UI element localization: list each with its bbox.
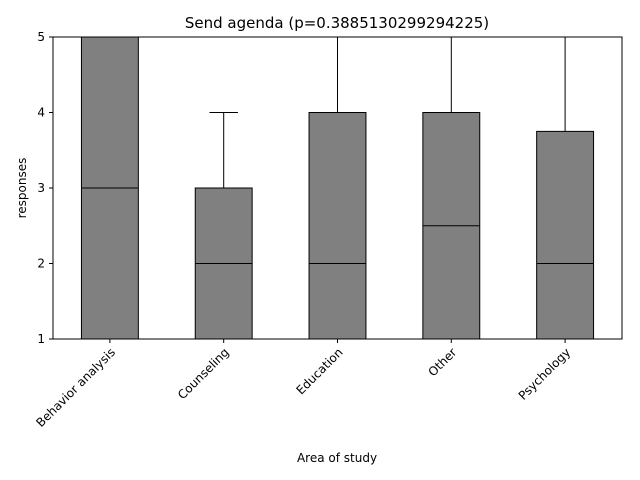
- y-tick-label: 1: [37, 332, 45, 346]
- box-education: [308, 112, 367, 340]
- y-tick-label: 4: [37, 106, 45, 120]
- y-tick-label: 5: [37, 30, 45, 44]
- x-tick-label: Psychology: [516, 345, 574, 403]
- plot-area: 1 2 3 4 5 Behavior analysis Counseling Educatio…: [33, 30, 623, 430]
- x-tick-label: Education: [293, 345, 345, 397]
- x-axis-label: Area of study: [297, 451, 377, 465]
- y-axis-label: responses: [15, 158, 29, 219]
- x-tick-label: Counseling: [175, 345, 232, 402]
- x-tick-label: Other: [425, 345, 459, 379]
- x-tick-label: Behavior analysis: [33, 345, 118, 430]
- box-psychology: [536, 130, 595, 340]
- chart-title: Send agenda (p=0.3885130299294225): [185, 14, 489, 32]
- y-tick-label: 2: [37, 257, 45, 271]
- y-tick-label: 3: [37, 181, 45, 195]
